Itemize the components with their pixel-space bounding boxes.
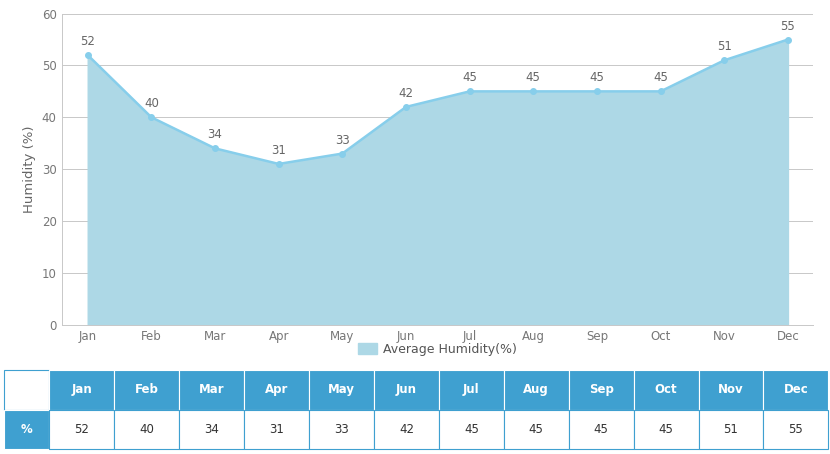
Text: Dec: Dec: [784, 383, 808, 396]
Text: Aug: Aug: [524, 383, 549, 396]
Bar: [50, 410, 115, 449]
Text: Mar: Mar: [199, 383, 225, 396]
Text: Oct: Oct: [655, 383, 677, 396]
Text: 45: 45: [526, 71, 541, 84]
Text: Jun: Jun: [396, 383, 417, 396]
Text: 51: 51: [717, 40, 732, 53]
Text: 45: 45: [589, 71, 604, 84]
Text: 45: 45: [529, 423, 544, 436]
Text: 42: 42: [398, 87, 413, 100]
Bar: [439, 370, 504, 410]
Text: 45: 45: [653, 71, 668, 84]
Bar: [244, 370, 309, 410]
Text: Feb: Feb: [135, 383, 159, 396]
Text: Jan: Jan: [71, 383, 92, 396]
Text: 42: 42: [399, 423, 414, 436]
Text: %: %: [21, 423, 32, 436]
Bar: [309, 370, 374, 410]
Text: 40: 40: [139, 423, 154, 436]
Text: Apr: Apr: [265, 383, 288, 396]
Text: 45: 45: [464, 423, 479, 436]
Legend: Average Humidity(%): Average Humidity(%): [354, 338, 522, 361]
Text: 45: 45: [593, 423, 608, 436]
Text: 33: 33: [335, 133, 349, 147]
Text: 52: 52: [75, 423, 90, 436]
Bar: [374, 370, 439, 410]
Text: 45: 45: [462, 71, 477, 84]
Text: 55: 55: [780, 20, 795, 33]
Bar: [374, 410, 439, 449]
Text: 34: 34: [208, 128, 222, 142]
Text: Nov: Nov: [718, 383, 744, 396]
Bar: [504, 410, 569, 449]
Text: Sep: Sep: [588, 383, 613, 396]
Bar: [633, 410, 699, 449]
Bar: [115, 370, 179, 410]
Text: 40: 40: [144, 97, 159, 110]
Bar: [764, 370, 828, 410]
Text: 52: 52: [81, 35, 95, 48]
Bar: [244, 410, 309, 449]
Bar: [569, 370, 633, 410]
Bar: [633, 370, 699, 410]
Text: 33: 33: [334, 423, 349, 436]
Bar: [504, 370, 569, 410]
Bar: [569, 410, 633, 449]
Text: 34: 34: [204, 423, 219, 436]
Bar: [115, 410, 179, 449]
Text: 51: 51: [724, 423, 739, 436]
Text: 55: 55: [788, 423, 803, 436]
Text: 45: 45: [659, 423, 673, 436]
Bar: [179, 410, 244, 449]
Bar: [699, 370, 764, 410]
Text: 31: 31: [271, 144, 286, 157]
Text: May: May: [328, 383, 355, 396]
Y-axis label: Humidity (%): Humidity (%): [23, 125, 37, 213]
Bar: [4, 410, 50, 449]
Text: Jul: Jul: [463, 383, 480, 396]
Text: 31: 31: [269, 423, 284, 436]
Bar: [309, 410, 374, 449]
Bar: [50, 370, 115, 410]
Bar: [439, 410, 504, 449]
Bar: [4, 370, 50, 410]
Bar: [764, 410, 828, 449]
Bar: [699, 410, 764, 449]
Bar: [179, 370, 244, 410]
